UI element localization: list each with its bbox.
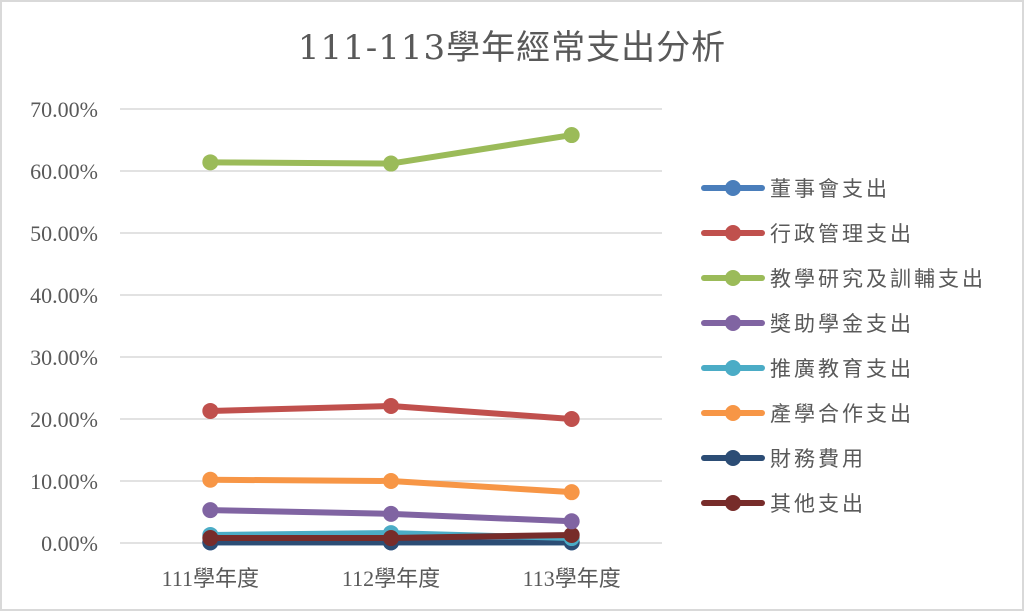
series-line bbox=[202, 526, 580, 547]
data-point bbox=[383, 397, 399, 414]
y-axis-ticks: 0.00% 10.00% 20.00% 30.00% 40.00% 50.00% 60.00… bbox=[30, 97, 98, 556]
series-line bbox=[202, 397, 580, 427]
series-line bbox=[202, 471, 580, 501]
data-point bbox=[383, 473, 399, 489]
legend-item: 教學研究及訓輔支出 bbox=[701, 267, 986, 291]
x-tick-label: 112學年度 bbox=[342, 566, 440, 591]
legend-item: 其他支出 bbox=[701, 492, 866, 516]
data-point bbox=[563, 513, 580, 530]
data-point bbox=[383, 505, 399, 522]
x-tick-label: 113學年度 bbox=[523, 566, 621, 591]
legend-label: 董事會支出 bbox=[770, 177, 890, 201]
series-lines bbox=[202, 127, 580, 551]
data-point bbox=[202, 502, 219, 519]
legend-item: 推廣教育支出 bbox=[701, 357, 914, 381]
x-axis-ticks: 111學年度 112學年度 113學年度 bbox=[162, 566, 621, 591]
chart-title: 111-113學年經常支出分析 bbox=[297, 28, 727, 68]
legend-item: 財務費用 bbox=[701, 447, 866, 471]
data-point bbox=[563, 411, 580, 427]
legend-label: 其他支出 bbox=[770, 492, 866, 516]
legend-item: 董事會支出 bbox=[701, 177, 890, 201]
legend-label: 獎助學金支出 bbox=[770, 312, 914, 336]
data-point bbox=[383, 155, 399, 172]
data-point bbox=[383, 530, 399, 547]
y-tick-label: 0.00% bbox=[41, 531, 98, 556]
legend-label: 產學合作支出 bbox=[770, 402, 914, 426]
x-tick-label: 111學年度 bbox=[162, 566, 259, 591]
legend-label: 教學研究及訓輔支出 bbox=[770, 267, 986, 291]
y-tick-label: 10.00% bbox=[30, 469, 98, 494]
legend-item: 獎助學金支出 bbox=[701, 312, 914, 336]
y-tick-label: 20.00% bbox=[30, 407, 98, 432]
legend-label: 財務費用 bbox=[770, 447, 866, 471]
data-point bbox=[202, 154, 219, 171]
legend-item: 產學合作支出 bbox=[701, 402, 914, 426]
y-tick-label: 30.00% bbox=[30, 345, 98, 370]
legend-label: 推廣教育支出 bbox=[770, 357, 914, 381]
data-point bbox=[563, 127, 580, 144]
legend-item: 行政管理支出 bbox=[701, 222, 914, 246]
y-tick-label: 50.00% bbox=[30, 221, 98, 246]
series-line bbox=[202, 127, 580, 172]
data-point bbox=[202, 402, 219, 419]
y-tick-label: 70.00% bbox=[30, 97, 98, 122]
data-point bbox=[202, 530, 219, 547]
data-point bbox=[563, 484, 580, 501]
data-point bbox=[563, 526, 580, 543]
y-tick-label: 40.00% bbox=[30, 283, 98, 308]
legend-label: 行政管理支出 bbox=[770, 222, 914, 246]
legend: 董事會支出行政管理支出教學研究及訓輔支出獎助學金支出推廣教育支出產學合作支出財務… bbox=[701, 177, 986, 516]
y-tick-label: 60.00% bbox=[30, 159, 98, 184]
data-point bbox=[202, 471, 219, 488]
series-line bbox=[202, 502, 580, 530]
